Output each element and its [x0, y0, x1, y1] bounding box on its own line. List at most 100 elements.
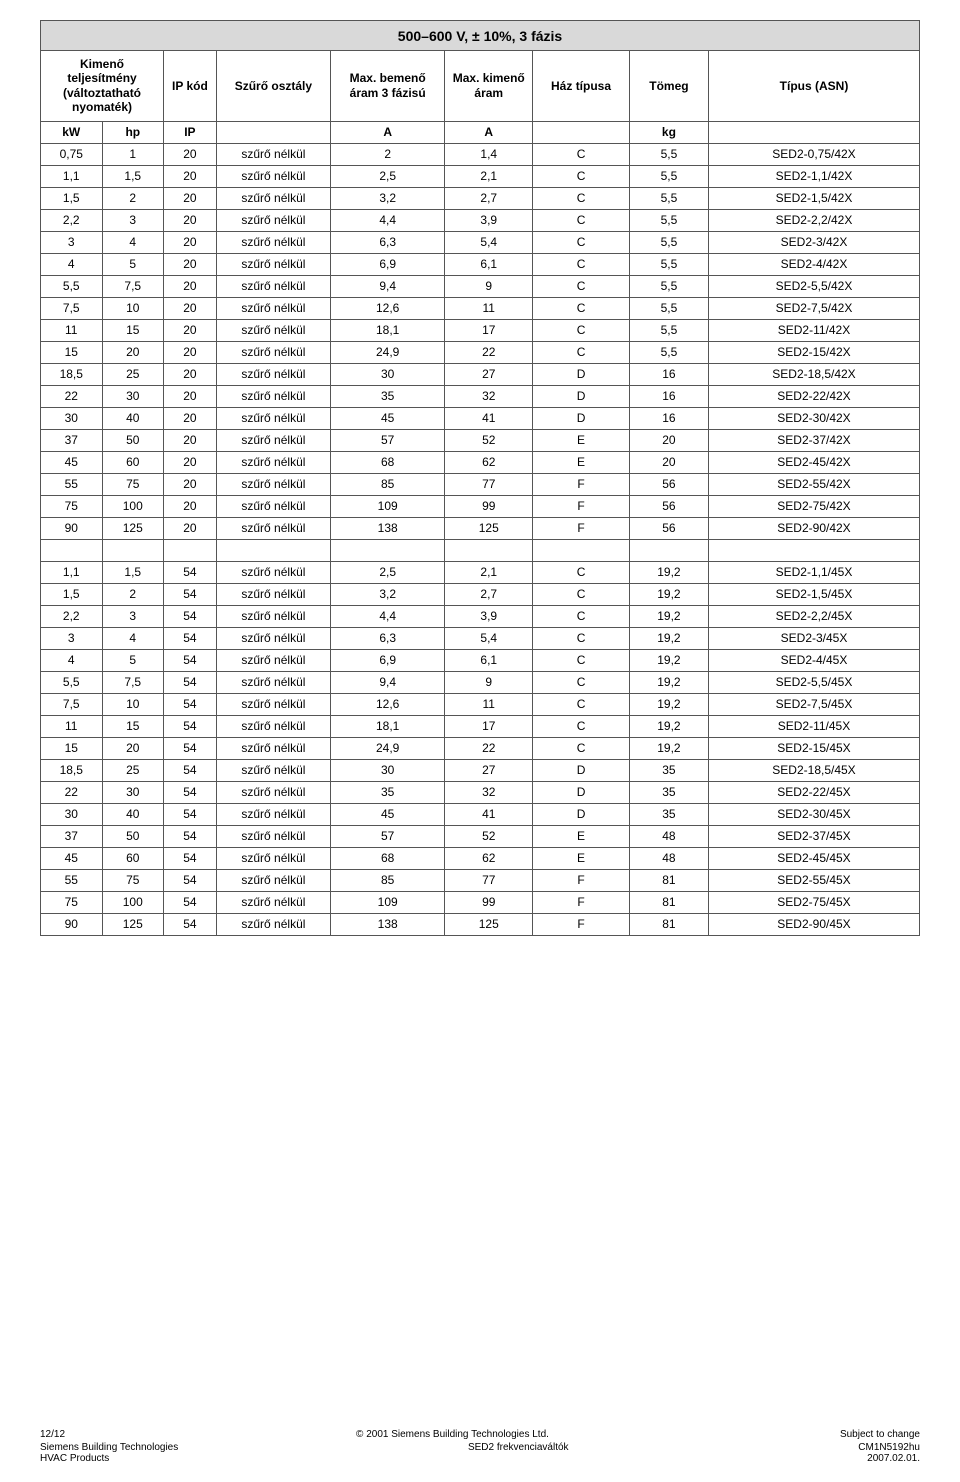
- col-tipus: Típus (ASN): [708, 51, 919, 122]
- cell: szűrő nélkül: [216, 209, 330, 231]
- cell: 50: [102, 429, 164, 451]
- cell: 2,2: [41, 209, 103, 231]
- cell: 5,5: [41, 275, 103, 297]
- cell: 6,1: [445, 649, 533, 671]
- cell: SED2-2,2/42X: [708, 209, 919, 231]
- cell: 77: [445, 473, 533, 495]
- cell: szűrő nélkül: [216, 187, 330, 209]
- table-row: 18,52520szűrő nélkül3027D16SED2-18,5/42X: [41, 363, 920, 385]
- cell: D: [533, 385, 630, 407]
- cell: 30: [102, 781, 164, 803]
- empty-cell: [533, 539, 630, 561]
- unit-a2: A: [445, 121, 533, 143]
- cell: D: [533, 759, 630, 781]
- cell: 54: [164, 847, 217, 869]
- cell: szűrő nélkül: [216, 803, 330, 825]
- cell: 54: [164, 715, 217, 737]
- cell: 35: [331, 385, 445, 407]
- cell: 5,4: [445, 627, 533, 649]
- table-row: 7,51020szűrő nélkül12,611C5,5SED2-7,5/42…: [41, 297, 920, 319]
- cell: 54: [164, 561, 217, 583]
- cell: 35: [629, 781, 708, 803]
- cell: 4,4: [331, 209, 445, 231]
- table-row: 152054szűrő nélkül24,922C19,2SED2-15/45X: [41, 737, 920, 759]
- cell: 15: [102, 319, 164, 341]
- cell: 20: [164, 275, 217, 297]
- cell: 1: [102, 143, 164, 165]
- cell: 11: [41, 319, 103, 341]
- cell: 9: [445, 671, 533, 693]
- cell: 22: [41, 385, 103, 407]
- table-row: 9012554szűrő nélkül138125F81SED2-90/45X: [41, 913, 920, 935]
- cell: 20: [629, 429, 708, 451]
- cell: 25: [102, 759, 164, 781]
- cell: SED2-22/42X: [708, 385, 919, 407]
- cell: 100: [102, 891, 164, 913]
- cell: 1,5: [102, 165, 164, 187]
- table-row: 456054szűrő nélkül6862E48SED2-45/45X: [41, 847, 920, 869]
- table-row: 7510020szűrő nélkül10999F56SED2-75/42X: [41, 495, 920, 517]
- cell: szűrő nélkül: [216, 715, 330, 737]
- cell: 7,5: [41, 297, 103, 319]
- table-row: 9012520szűrő nélkül138125F56SED2-90/42X: [41, 517, 920, 539]
- cell: 99: [445, 891, 533, 913]
- cell: szűrő nélkül: [216, 231, 330, 253]
- cell: 54: [164, 913, 217, 935]
- cell: 20: [164, 297, 217, 319]
- cell: 35: [331, 781, 445, 803]
- cell: 2,7: [445, 583, 533, 605]
- cell: 5,5: [629, 319, 708, 341]
- cell: 4: [41, 253, 103, 275]
- cell: 20: [164, 231, 217, 253]
- cell: 75: [41, 495, 103, 517]
- cell: 56: [629, 517, 708, 539]
- cell: 2,5: [331, 561, 445, 583]
- cell: 3: [41, 231, 103, 253]
- cell: SED2-22/45X: [708, 781, 919, 803]
- cell: 75: [102, 869, 164, 891]
- cell: 6,3: [331, 627, 445, 649]
- table-row: 111554szűrő nélkül18,117C19,2SED2-11/45X: [41, 715, 920, 737]
- cell: szűrő nélkül: [216, 605, 330, 627]
- cell: 18,5: [41, 759, 103, 781]
- cell: SED2-1,5/45X: [708, 583, 919, 605]
- table-row: 304054szűrő nélkül4541D35SED2-30/45X: [41, 803, 920, 825]
- cell: C: [533, 187, 630, 209]
- cell: 41: [445, 407, 533, 429]
- cell: 10: [102, 297, 164, 319]
- cell: 6,3: [331, 231, 445, 253]
- cell: 56: [629, 473, 708, 495]
- cell: 19,2: [629, 649, 708, 671]
- cell: D: [533, 781, 630, 803]
- cell: szűrő nélkül: [216, 649, 330, 671]
- cell: 30: [331, 363, 445, 385]
- cell: 2,5: [331, 165, 445, 187]
- col-bemeno: Max. bemenő áram 3 fázisú: [331, 51, 445, 122]
- cell: 77: [445, 869, 533, 891]
- header-row: Kimenő teljesítmény (változtatható nyoma…: [41, 51, 920, 122]
- cell: 20: [164, 473, 217, 495]
- cell: szűrő nélkül: [216, 671, 330, 693]
- cell: 48: [629, 847, 708, 869]
- cell: 2: [331, 143, 445, 165]
- cell: 1,1: [41, 165, 103, 187]
- empty-cell: [445, 539, 533, 561]
- cell: 81: [629, 913, 708, 935]
- cell: C: [533, 143, 630, 165]
- cell: SED2-37/45X: [708, 825, 919, 847]
- cell: 2,2: [41, 605, 103, 627]
- cell: SED2-18,5/42X: [708, 363, 919, 385]
- cell: 56: [629, 495, 708, 517]
- cell: D: [533, 363, 630, 385]
- cell: 15: [41, 737, 103, 759]
- cell: 20: [164, 209, 217, 231]
- cell: 17: [445, 319, 533, 341]
- cell: szűrő nélkül: [216, 759, 330, 781]
- cell: SED2-1,1/45X: [708, 561, 919, 583]
- cell: C: [533, 297, 630, 319]
- cell: SED2-4/45X: [708, 649, 919, 671]
- cell: 37: [41, 429, 103, 451]
- cell: 54: [164, 693, 217, 715]
- cell: 109: [331, 495, 445, 517]
- cell: 125: [445, 517, 533, 539]
